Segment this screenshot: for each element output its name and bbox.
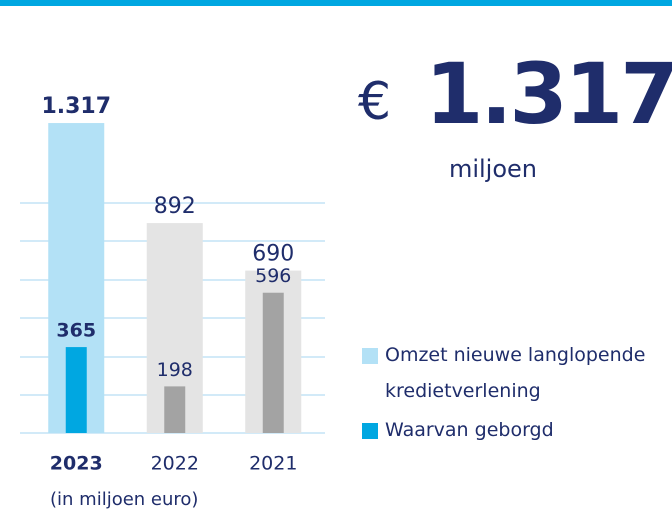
x-tick-label: 2021 [249, 453, 297, 475]
headline-currency: € [358, 72, 391, 132]
top-border [0, 0, 672, 6]
value-label: 690 [252, 242, 294, 267]
legend-swatch [362, 348, 378, 364]
headline-value: 1.317 [425, 45, 672, 143]
headline-unit: miljoen [449, 155, 537, 183]
bar [65, 347, 87, 433]
value-label: 596 [255, 265, 291, 287]
value-label: 365 [56, 320, 96, 342]
bar [262, 292, 284, 433]
value-label: 1.317 [41, 94, 111, 119]
value-label: 198 [157, 359, 193, 381]
bar [164, 386, 186, 433]
x-tick-label: 2023 [50, 453, 103, 475]
legend-swatch [362, 423, 378, 439]
legend-label: Waarvan geborgd [385, 419, 554, 441]
unit-note: (in miljoen euro) [50, 489, 198, 510]
value-label: 892 [154, 194, 196, 219]
legend-label: Omzet nieuwe langlopende kredietverlenin… [385, 344, 646, 402]
x-tick-label: 2022 [151, 453, 199, 475]
